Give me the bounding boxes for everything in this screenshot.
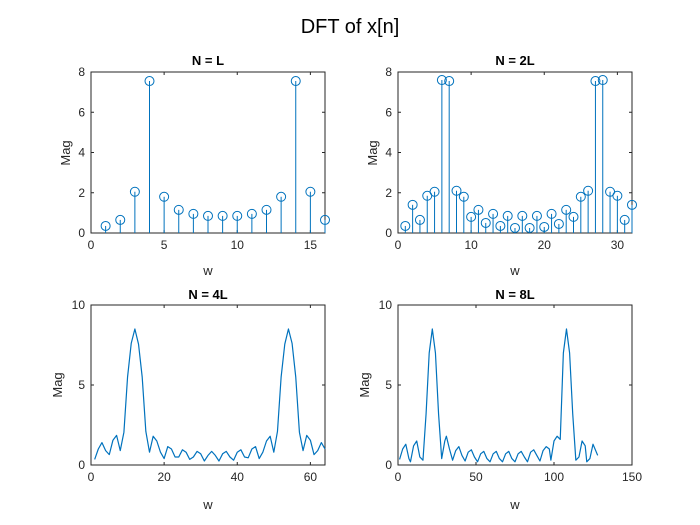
- stem-marker: [129, 186, 140, 197]
- stem-marker: [444, 76, 455, 87]
- y-tick-label: 8: [385, 65, 392, 79]
- subplot-title: N = 8L: [495, 287, 534, 302]
- x-tick-label: 15: [304, 238, 318, 252]
- stem-marker: [517, 210, 528, 221]
- y-tick-label: 0: [78, 458, 85, 472]
- stem-marker: [583, 185, 594, 196]
- x-tick-label: 20: [157, 470, 171, 484]
- stem-marker: [290, 76, 301, 87]
- stem-marker: [451, 185, 462, 196]
- stem-marker: [488, 208, 499, 219]
- x-axis-label: w: [509, 497, 520, 512]
- x-tick-label: 0: [395, 238, 402, 252]
- x-tick-label: 100: [544, 470, 564, 484]
- x-tick-label: 10: [231, 238, 245, 252]
- stem-marker: [246, 208, 257, 219]
- stem-marker: [100, 220, 111, 231]
- y-tick-label: 4: [78, 146, 85, 160]
- stem-marker: [144, 76, 155, 87]
- y-tick-label: 0: [78, 226, 85, 240]
- stem-marker: [436, 75, 447, 86]
- x-tick-label: 10: [464, 238, 478, 252]
- stem-marker: [597, 75, 608, 86]
- y-tick-label: 2: [385, 186, 392, 200]
- stem-marker: [173, 204, 184, 215]
- subplot-n-equals-4l: N = 4L w Mag 0 20 40 60 0 5 10: [50, 287, 326, 512]
- stem-marker: [276, 191, 287, 202]
- y-axis-label: Mag: [58, 140, 73, 165]
- stem-marker: [524, 222, 535, 233]
- stem-marker: [539, 221, 550, 232]
- stem-marker: [414, 214, 425, 225]
- stem-marker: [217, 210, 228, 221]
- subplot-title: N = 2L: [495, 53, 534, 68]
- stem-marker: [232, 210, 243, 221]
- stem-marker: [320, 214, 330, 225]
- stem-marker: [159, 191, 170, 202]
- y-tick-label: 10: [72, 298, 86, 312]
- stem-marker: [612, 190, 623, 201]
- y-tick-label: 2: [78, 186, 85, 200]
- x-tick-label: 5: [161, 238, 168, 252]
- stem-marker: [400, 220, 411, 231]
- x-tick-label: 40: [231, 470, 245, 484]
- y-tick-label: 5: [78, 378, 85, 392]
- series-line: [398, 328, 599, 463]
- stem-marker: [458, 191, 469, 202]
- stem-marker: [619, 214, 630, 225]
- stem-marker: [407, 199, 418, 210]
- y-tick-label: 0: [385, 458, 392, 472]
- y-axis-label: Mag: [50, 372, 65, 397]
- y-tick-label: 0: [385, 226, 392, 240]
- x-axis-label: w: [202, 263, 213, 278]
- subplot-n-equals-l: N = L w Mag 0 5 10 15 0 2 4 6 8: [58, 53, 330, 278]
- stem-marker: [473, 204, 484, 215]
- y-tick-label: 4: [385, 146, 392, 160]
- stem-marker: [429, 186, 440, 197]
- y-tick-label: 6: [385, 105, 392, 119]
- x-tick-label: 20: [538, 238, 552, 252]
- x-tick-label: 30: [611, 238, 625, 252]
- stem-marker: [553, 218, 564, 229]
- stem-marker: [115, 214, 126, 225]
- y-tick-label: 10: [379, 298, 393, 312]
- stem-marker: [480, 217, 491, 228]
- stem-marker: [203, 210, 213, 221]
- subplot-n-equals-8l: N = 8L w Mag 0 50 100 150 0 5 10: [357, 287, 642, 512]
- stem-marker: [575, 191, 586, 202]
- y-tick-label: 6: [78, 105, 85, 119]
- x-axis-label: w: [202, 497, 213, 512]
- figure-suptitle: DFT of x[n]: [301, 16, 400, 38]
- y-tick-label: 8: [78, 65, 85, 79]
- stem-marker: [495, 220, 506, 231]
- x-axis-label: w: [509, 263, 520, 278]
- series-line: [94, 328, 326, 462]
- subplot-n-equals-2l: N = 2L w Mag 0 10 20 30 0 2 4 6 8: [365, 53, 637, 278]
- x-tick-label: 60: [304, 470, 318, 484]
- stem-marker: [590, 76, 601, 87]
- stem-marker: [188, 208, 199, 219]
- subplot-title: N = 4L: [188, 287, 227, 302]
- y-axis-label: Mag: [365, 140, 380, 165]
- x-tick-label: 0: [88, 238, 95, 252]
- subplot-title: N = L: [192, 53, 224, 68]
- stem-marker: [466, 211, 477, 222]
- stem-marker: [627, 199, 637, 210]
- stem-marker: [561, 204, 572, 215]
- y-axis-label: Mag: [357, 372, 372, 397]
- stem-marker: [502, 210, 513, 221]
- stem-marker: [510, 222, 520, 233]
- x-tick-label: 150: [622, 470, 642, 484]
- stem-marker: [568, 211, 579, 222]
- x-tick-label: 0: [395, 470, 402, 484]
- stem-marker: [261, 204, 272, 215]
- stem-marker: [531, 210, 542, 221]
- y-tick-label: 5: [385, 378, 392, 392]
- stem-marker: [305, 186, 316, 197]
- x-tick-label: 50: [469, 470, 483, 484]
- x-tick-label: 0: [88, 470, 95, 484]
- stem-marker: [546, 208, 557, 219]
